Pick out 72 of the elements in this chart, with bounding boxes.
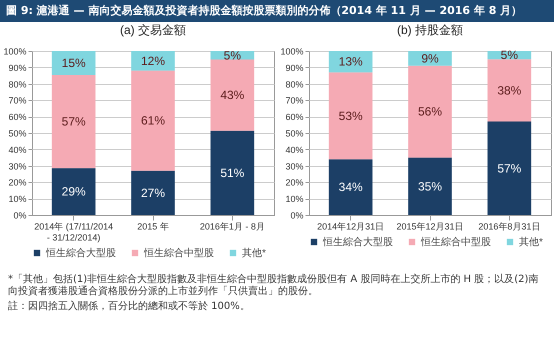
y-tick-label: 80% <box>8 79 26 90</box>
bar <box>408 66 452 158</box>
y-tick-label: 30% <box>285 161 304 172</box>
legend-label: 恒生綜合中型股 <box>420 236 491 248</box>
y-tick-label: 80% <box>285 79 304 90</box>
bar <box>328 51 372 72</box>
text: 15% <box>62 56 86 70</box>
y-tick-label: 50% <box>8 128 26 138</box>
text: *「其他」包括(1)非恒生綜合大型股指數及非恒生綜合中型股指數成份股但有 A 股同時在上交所上市的 H 股；以及(2)南向投資者獲港股通合資格股份分派的上市並列作「只供賣出」的股份。 <box>8 274 540 298</box>
text: 35% <box>418 179 442 194</box>
text: 5% <box>500 48 518 62</box>
bar <box>488 122 532 215</box>
y-tick-label: 40% <box>285 144 304 155</box>
y-tick-label: 30% <box>8 161 26 172</box>
bar <box>210 60 254 131</box>
bar <box>210 130 254 215</box>
text: 56% <box>418 104 442 119</box>
x-tick-label: 2015年12月31日 <box>396 222 464 232</box>
y-tick-label: 20% <box>8 178 26 188</box>
bar <box>408 158 452 215</box>
text: 29% <box>62 184 86 199</box>
legend-label: 恒生綜合大型股 <box>322 236 393 248</box>
y-tick-label: 0% <box>290 210 304 220</box>
bar <box>328 159 372 215</box>
y-tick-label: 100% <box>3 46 26 56</box>
bar <box>131 70 175 171</box>
chart-subtitle: (a) 交易金額 <box>120 23 186 37</box>
bar <box>408 51 452 66</box>
legend-label: 其他* <box>519 236 543 248</box>
text: 34% <box>338 180 363 194</box>
x-tick-label: 2014年12月31日 <box>317 222 384 232</box>
y-tick-label: 100% <box>280 46 304 56</box>
y-tick-label: 70% <box>8 96 26 106</box>
x-tick-label: 2015 年 <box>137 222 169 232</box>
y-tick-label: 0% <box>13 210 26 220</box>
text: 57% <box>62 114 86 129</box>
legend-label: 其他* <box>242 247 266 259</box>
y-tick-label: 90% <box>285 62 304 73</box>
chart-title: (b) 持股金額 <box>397 23 463 37</box>
bar <box>52 168 96 215</box>
text: 38% <box>497 83 522 98</box>
text: 13% <box>338 54 363 69</box>
text: 註：因四捨五入關係，百分比的總和或不等於 100%。 <box>8 301 251 313</box>
text: 61% <box>140 114 166 128</box>
y-tick-label: 20% <box>285 178 304 188</box>
text: 57% <box>497 161 522 176</box>
y-tick-label: 50% <box>285 128 304 138</box>
x-tick-label: 2014年 (17/11/2014 - 31/12/2014) <box>34 222 114 242</box>
y-tick-label: 70% <box>285 96 304 106</box>
legend-label: 恒生綜合大型股 <box>45 247 116 259</box>
text: 9% <box>421 51 439 66</box>
legend-label: 恒生綜合中型股 <box>143 247 214 259</box>
y-tick-label: 90% <box>8 62 26 73</box>
y-tick-label: 60% <box>285 112 304 122</box>
bar <box>131 170 175 215</box>
bar <box>328 72 372 160</box>
chart-title: 圖 9: 滬港通 — 南向交易金額及投資者持股金額按股票類別的分佈（2014 年 11 月 — 2016 年 8 月） <box>0 0 554 22</box>
x-tick-label: 2016年8月31日 <box>478 222 540 232</box>
text: 5% <box>224 48 242 62</box>
text: 43% <box>220 88 244 102</box>
y-tick-label: 10% <box>8 194 26 204</box>
y-tick-label: 10% <box>285 194 304 204</box>
bar <box>488 59 532 122</box>
bar <box>52 51 96 75</box>
text: 12% <box>140 54 166 68</box>
y-tick-label: 60% <box>8 112 26 122</box>
x-tick-label: 2016年1月 - 8月 <box>200 222 265 232</box>
text: 53% <box>338 108 363 123</box>
text: 51% <box>220 166 244 180</box>
bar <box>52 74 96 168</box>
y-tick-label: 40% <box>8 144 26 155</box>
text: 27% <box>140 186 166 200</box>
